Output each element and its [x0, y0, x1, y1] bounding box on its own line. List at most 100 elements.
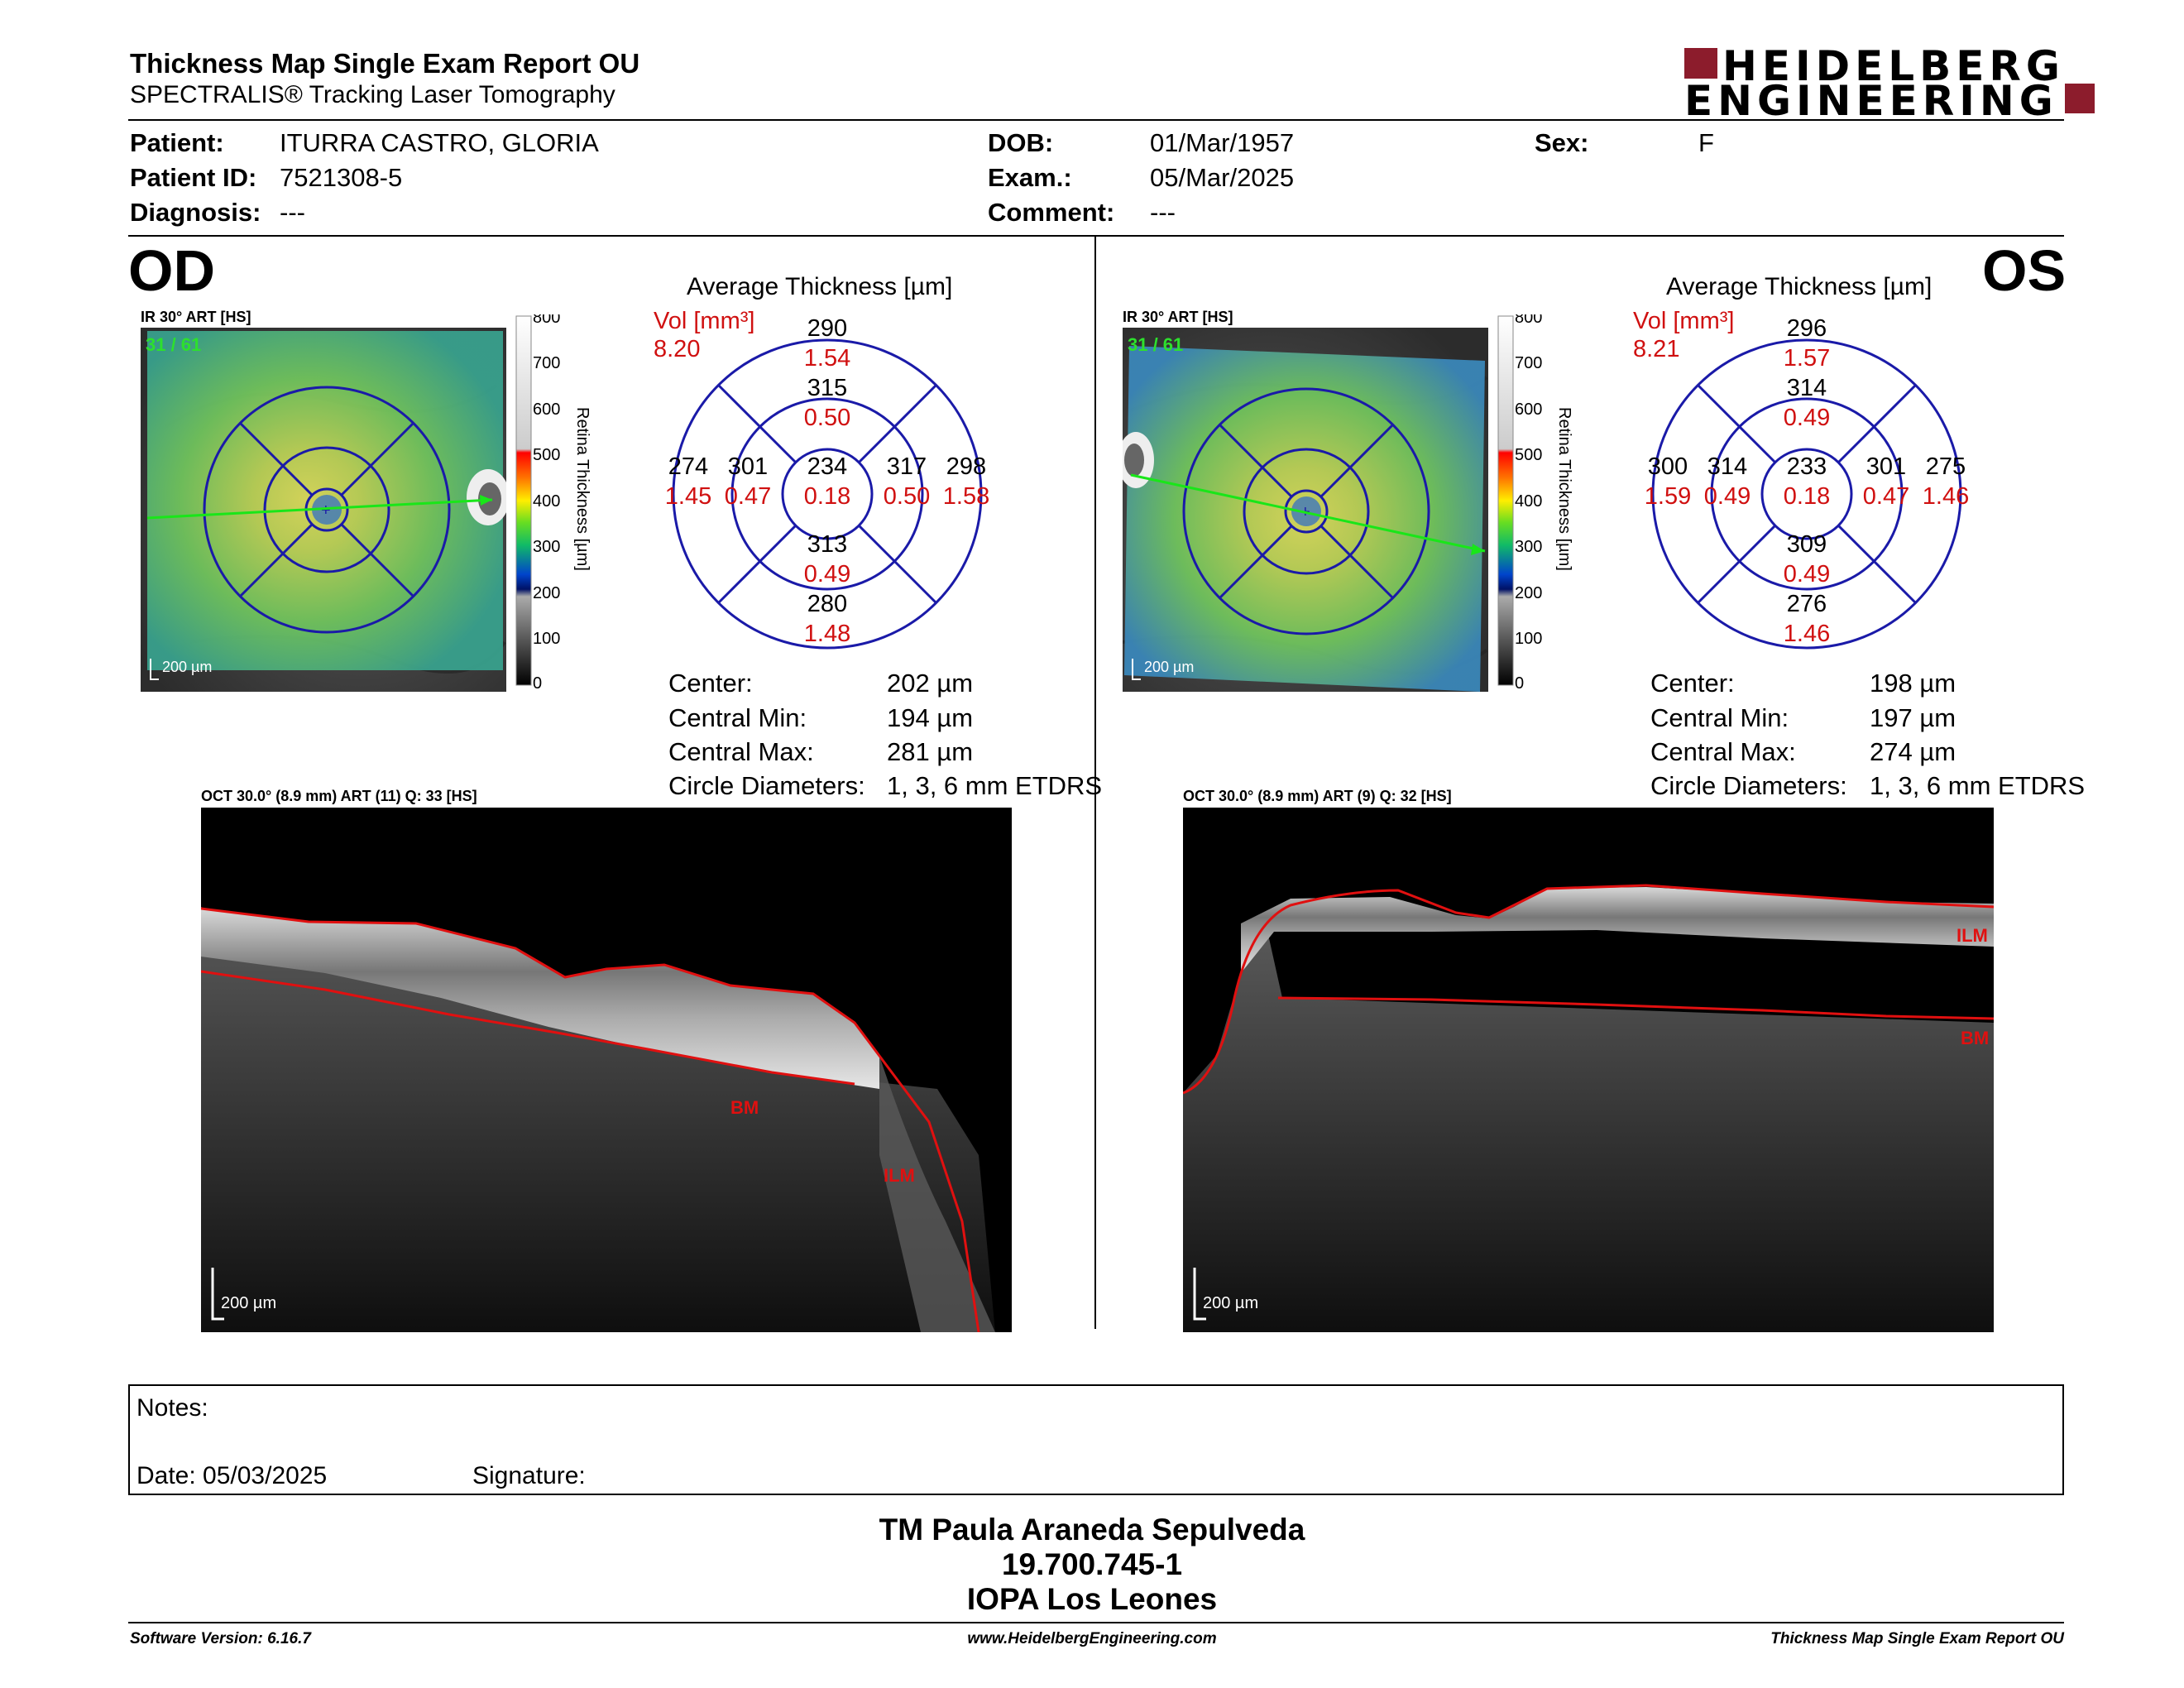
os-colorbar-title: Retina Thickness [µm] — [1555, 407, 1573, 571]
os-colorbar: 800 700 600 500 400 300 200 100 0 Retina… — [1497, 314, 1573, 693]
patient-name: ITURRA CASTRO, GLORIA — [280, 128, 599, 157]
signature-label: Signature: — [472, 1462, 586, 1489]
os-outer-sup-thickness: 296 — [1787, 315, 1827, 342]
od-thickness-map: + 31 / 61 200 µm — [141, 328, 506, 692]
os-inner-left-volume: 0.49 — [1704, 483, 1751, 510]
od-diam-label: Circle Diameters: — [668, 771, 865, 800]
os-etdrs-title: Average Thickness [µm] — [1666, 273, 1933, 300]
svg-text:700: 700 — [1515, 354, 1542, 372]
os-ilm-label: ILM — [1956, 925, 1988, 946]
od-outer-right-volume: 1.58 — [943, 483, 989, 510]
os-inner-right-volume: 0.47 — [1863, 483, 1909, 510]
os-etdrs-overlay — [1182, 387, 1430, 635]
od-outer-inf-volume: 1.48 — [804, 621, 850, 647]
os-inner-inf-volume: 0.49 — [1784, 561, 1830, 587]
os-diam-label: Circle Diameters: — [1650, 771, 1847, 800]
patient-id: 7521308-5 — [280, 163, 403, 192]
software-version: Software Version: 6.16.7 — [130, 1630, 311, 1647]
os-outer-left-thickness: 300 — [1648, 453, 1688, 480]
svg-text:500: 500 — [1515, 446, 1542, 464]
os-inner-right-thickness: 301 — [1866, 453, 1906, 480]
svg-text:300: 300 — [1515, 538, 1542, 556]
od-ir-scale-bar: 200 µm — [162, 659, 212, 675]
patient-label: Patient: — [130, 128, 224, 157]
sex-label: Sex: — [1535, 128, 1589, 157]
diagnosis-value: --- — [280, 198, 305, 227]
od-outer-inf-thickness: 280 — [807, 591, 847, 617]
os-center-thickness: 233 — [1787, 453, 1827, 480]
od-inner-inf-volume: 0.49 — [804, 561, 850, 587]
exam-label: Exam.: — [988, 163, 1072, 192]
os-etdrs-grid: 296 1.57 314 0.49 233 0.18 309 0.49 276 … — [1645, 315, 1969, 650]
od-inner-left-volume: 0.47 — [725, 483, 771, 510]
os-oct-bscan: ILM BM 200 µm — [1183, 808, 1994, 1332]
od-vol-total: 8.20 — [654, 336, 701, 362]
dob-label: DOB: — [988, 128, 1054, 157]
report-title: Thickness Map Single Exam Report OU — [130, 48, 640, 79]
od-ilm-line — [201, 907, 980, 1332]
svg-text:100: 100 — [533, 630, 560, 648]
patient-id-label: Patient ID: — [130, 163, 257, 192]
od-colorbar: 800 700 600 500 400 300 200 100 0 Retina… — [515, 314, 592, 693]
od-inner-sup-thickness: 315 — [807, 375, 847, 401]
od-ilm-label: ILM — [884, 1165, 915, 1186]
od-bm-line — [201, 970, 855, 1086]
os-outer-sup-volume: 1.57 — [1784, 345, 1830, 372]
svg-text:500: 500 — [533, 446, 560, 464]
od-inner-inf-thickness: 313 — [807, 531, 847, 558]
od-outer-left-volume: 1.45 — [665, 483, 711, 510]
notes-box: Notes: Date: 05/03/2025 Signature: — [128, 1384, 2064, 1495]
svg-text:0: 0 — [533, 674, 542, 693]
os-ilm-line — [1183, 884, 1994, 1095]
od-outer-sup-volume: 1.54 — [804, 345, 850, 372]
svg-text:300: 300 — [533, 538, 560, 556]
od-outer-left-thickness: 274 — [668, 453, 708, 480]
od-etdrs-grid: 290 1.54 315 0.50 234 0.18 313 0.49 280 … — [665, 315, 989, 650]
eye-divider — [1094, 237, 1096, 1329]
od-vol-label: Vol [mm³] — [654, 308, 755, 334]
os-max-label: Central Max: — [1650, 737, 1796, 766]
od-outer-right-thickness: 298 — [946, 453, 986, 480]
os-center-volume: 0.18 — [1784, 483, 1830, 510]
od-oct-scale-bar: 200 µm — [221, 1294, 276, 1312]
svg-text:400: 400 — [533, 492, 560, 511]
os-outer-inf-volume: 1.46 — [1784, 621, 1830, 647]
os-outer-left-volume: 1.59 — [1645, 483, 1691, 510]
signatory-id: 19.700.745-1 — [1001, 1547, 1183, 1581]
os-ir-label: IR 30° ART [HS] — [1123, 309, 1233, 325]
od-etdrs-title: Average Thickness [µm] — [687, 273, 953, 300]
od-inner-sup-volume: 0.50 — [804, 405, 850, 431]
od-center-value: 202 µm — [887, 669, 974, 698]
od-eye-label: OD — [128, 238, 215, 303]
os-inner-sup-volume: 0.49 — [1784, 405, 1830, 431]
od-bm-label: BM — [730, 1097, 759, 1118]
os-vol-total: 8.21 — [1633, 336, 1680, 362]
os-vol-label: Vol [mm³] — [1633, 308, 1735, 334]
od-min-label: Central Min: — [668, 703, 807, 732]
footer-report-name: Thickness Map Single Exam Report OU — [1770, 1630, 2064, 1647]
svg-text:0: 0 — [1515, 674, 1524, 693]
notes-label: Notes: — [136, 1394, 208, 1422]
svg-text:700: 700 — [533, 354, 560, 372]
os-ir-scale-bar: 200 µm — [1144, 659, 1194, 675]
svg-text:200: 200 — [1515, 584, 1542, 602]
od-center-volume: 0.18 — [804, 483, 850, 510]
os-inner-left-thickness: 314 — [1707, 453, 1747, 480]
os-center-label: Center: — [1650, 669, 1735, 698]
os-min-value: 197 µm — [1870, 703, 1956, 732]
od-colorbar-title: Retina Thickness [µm] — [573, 407, 592, 571]
signatory-institution: IOPA Los Leones — [966, 1582, 1218, 1616]
os-scan-line — [1130, 473, 1486, 553]
footer-website: www.HeidelbergEngineering.com — [967, 1630, 1217, 1647]
os-inner-sup-thickness: 314 — [1787, 375, 1827, 401]
comment-label: Comment: — [988, 198, 1115, 227]
svg-text:+: + — [321, 501, 331, 520]
svg-text:200: 200 — [533, 584, 560, 602]
od-outer-sup-thickness: 290 — [807, 315, 847, 342]
os-eye-label: OS — [1982, 238, 2067, 303]
os-bm-label: BM — [1961, 1028, 1989, 1048]
svg-text:800: 800 — [533, 314, 560, 327]
os-oct-label: OCT 30.0° (8.9 mm) ART (9) Q: 32 [HS] — [1183, 788, 1452, 804]
svg-text:100: 100 — [1515, 630, 1542, 648]
svg-text:800: 800 — [1515, 314, 1542, 327]
